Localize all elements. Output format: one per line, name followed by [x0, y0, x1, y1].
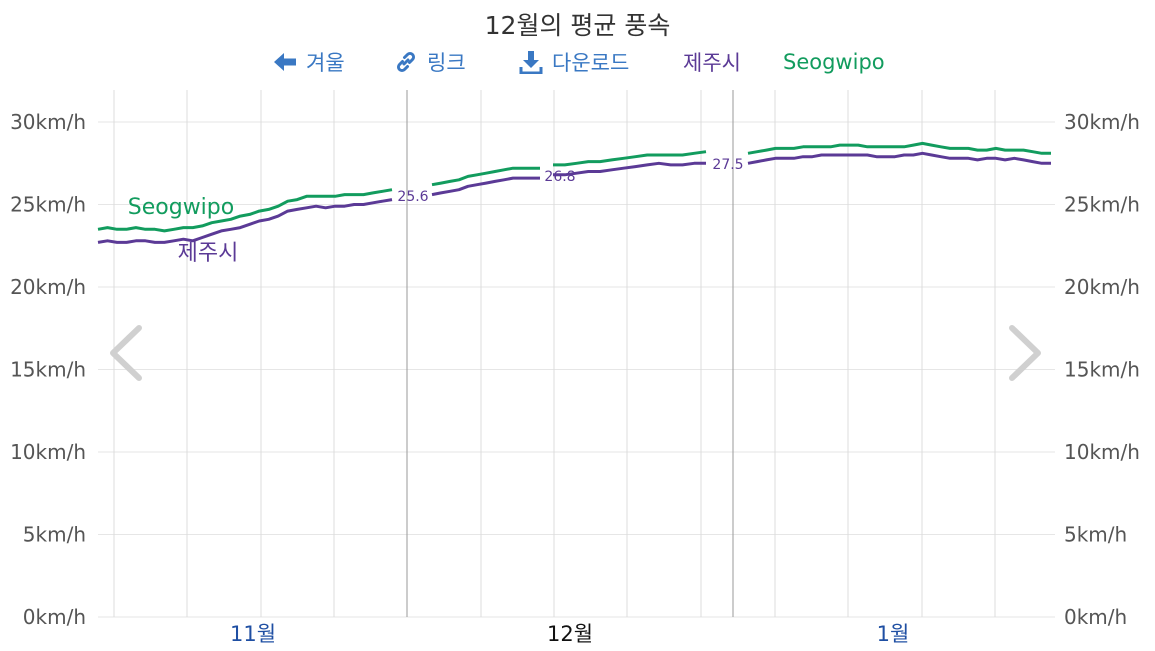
y-tick-label-right: 5km/h: [1064, 523, 1127, 547]
back-to-winter-button[interactable]: 겨울: [273, 46, 345, 78]
x-axis: 11월 12월 1월: [230, 622, 909, 646]
series-line-jeju[interactable]: [553, 161, 706, 177]
link-label: 링크: [427, 51, 466, 75]
chart-navigation: [110, 325, 1041, 381]
series-line-jeju[interactable]: [431, 176, 540, 197]
chevron-right-icon[interactable]: [1009, 325, 1041, 381]
y-tick-label-right: 10km/h: [1064, 440, 1140, 464]
series-name-label-seogwipo: Seogwipo: [128, 195, 234, 220]
chart-toolbar: 겨울 링크 다운로드 제주시 Seogwipo: [0, 46, 1155, 78]
y-tick-label-left: 10km/h: [10, 440, 86, 464]
y-axis-right: 0km/h 5km/h 10km/h 15km/h 20km/h 25km/h 30km/h: [1064, 110, 1140, 629]
y-tick-label-left: 15km/h: [10, 358, 86, 382]
y-tick-label-left: 0km/h: [23, 605, 86, 629]
y-tick-label-right: 20km/h: [1064, 275, 1140, 299]
month-value-label: 25.6: [397, 189, 428, 205]
back-label: 겨울: [306, 51, 345, 75]
series-labels: 제주시 Seogwipo 25.6 26.8 27.5: [128, 157, 744, 266]
chart-grid: [98, 90, 1055, 618]
series-line-seogwipo[interactable]: [747, 141, 1051, 155]
y-tick-label-left: 30km/h: [10, 110, 86, 134]
x-month-label[interactable]: 1월: [877, 622, 910, 646]
y-tick-label-left: 5km/h: [23, 523, 86, 547]
month-value-label: 27.5: [712, 157, 743, 173]
arrow-left-icon: [274, 53, 296, 71]
y-tick-label-right: 15km/h: [1064, 358, 1140, 382]
download-icon: [519, 51, 543, 74]
series-line-jeju[interactable]: [97, 198, 393, 244]
series-line-seogwipo[interactable]: [431, 166, 540, 187]
chart-title: 12월의 평균 풍속: [484, 11, 671, 40]
y-tick-label-right: 30km/h: [1064, 110, 1140, 134]
series-lines: [97, 141, 1051, 244]
legend-label-jeju: 제주시: [683, 51, 741, 75]
download-label: 다운로드: [552, 51, 630, 75]
series-line-seogwipo[interactable]: [553, 150, 707, 167]
legend-label-seogwipo: Seogwipo: [783, 50, 885, 74]
download-button[interactable]: 다운로드: [519, 46, 629, 78]
x-month-label: 12월: [547, 622, 593, 646]
series-line-jeju[interactable]: [747, 151, 1051, 165]
y-tick-label-left: 25km/h: [10, 193, 86, 217]
link-button[interactable]: 링크: [394, 46, 466, 78]
y-tick-label-right: 25km/h: [1064, 193, 1140, 217]
y-tick-label-left: 20km/h: [10, 275, 86, 299]
month-value-label: 26.8: [544, 169, 575, 185]
series-name-label-jeju: 제주시: [178, 241, 239, 266]
chevron-left-icon[interactable]: [110, 325, 142, 381]
y-tick-label-right: 0km/h: [1064, 605, 1127, 629]
legend-item-seogwipo[interactable]: Seogwipo: [783, 46, 885, 78]
legend-item-jeju[interactable]: 제주시: [683, 46, 741, 78]
x-month-label[interactable]: 11월: [230, 622, 276, 646]
y-axis-left: 0km/h 5km/h 10km/h 15km/h 20km/h 25km/h 30km/h: [10, 110, 86, 629]
series-line-seogwipo[interactable]: [97, 188, 393, 233]
link-icon: [396, 51, 416, 73]
